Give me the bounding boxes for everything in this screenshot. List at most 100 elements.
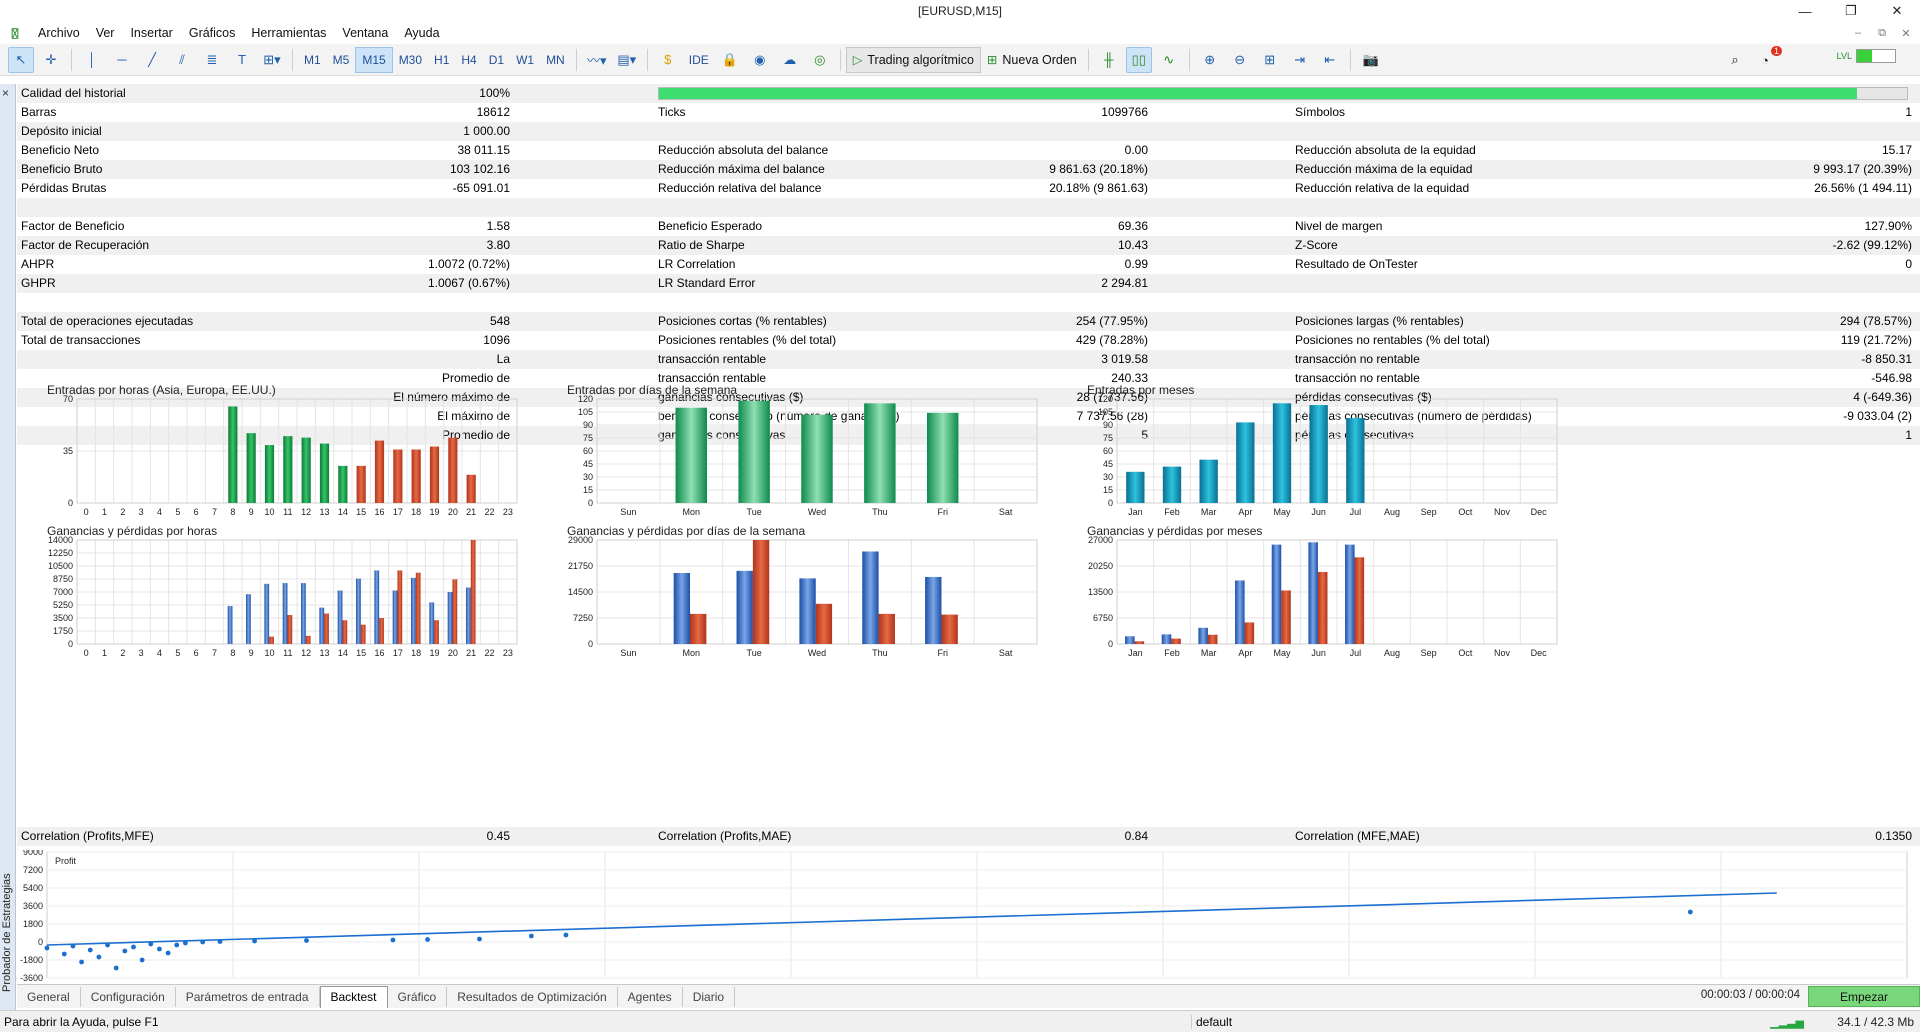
chart-bar [1346, 418, 1365, 503]
menu-graficos[interactable]: Gráficos [188, 26, 236, 40]
row-label: Beneficio Bruto [21, 162, 103, 176]
x-tick-label: 9 [249, 507, 254, 517]
tab-grafico[interactable]: Gráfico [388, 986, 448, 1007]
menu-herramientas[interactable]: Herramientas [251, 26, 327, 40]
tab-configuracion[interactable]: Configuración [81, 986, 176, 1007]
line-chart-icon[interactable]: ∿ [1163, 51, 1175, 67]
timeframe-w1[interactable]: W1 [516, 52, 535, 67]
shapes-icon[interactable]: ⊞▾ [263, 51, 281, 67]
zoom-in-icon[interactable]: ⊕ [1204, 51, 1216, 67]
chart-bar [941, 614, 958, 644]
search-icon[interactable]: ⌕ [1731, 52, 1739, 67]
text-icon[interactable]: T [238, 52, 246, 67]
x-tick-label: Dec [1531, 648, 1548, 658]
scatter-point [79, 959, 84, 965]
report-row: AHPR 1.0072 (0.72%) LR Correlation 0.99 Resu… [17, 255, 1920, 274]
chart-shift-icon[interactable]: ⇤ [1324, 51, 1336, 67]
menu-ayuda[interactable]: Ayuda [404, 26, 440, 40]
chart-bar [246, 433, 256, 503]
memory-usage: 34.1 / 42.3 Mb [1837, 1015, 1914, 1029]
zoom-out-icon[interactable]: ⊖ [1234, 51, 1246, 67]
row-label: Posiciones no rentables (% del total) [1295, 333, 1490, 347]
chart-bar [466, 587, 471, 644]
tab-parametros[interactable]: Parámetros de entrada [176, 986, 320, 1007]
market-icon[interactable]: 🔒 [721, 51, 738, 67]
x-tick-label: 12 [301, 507, 311, 517]
y-tick-label: 6750 [1093, 613, 1113, 623]
row-value: 9 993.17 (20.39%) [1813, 162, 1912, 176]
bar-chart-icon[interactable]: ╫ [1104, 52, 1114, 67]
restore-button[interactable]: ❐ [1845, 3, 1857, 18]
algo-trading-button[interactable]: ▷ Trading algorítmico [845, 46, 981, 73]
y-tick-label: 105 [578, 407, 593, 417]
menu-insertar[interactable]: Insertar [130, 26, 173, 40]
cloud-icon[interactable]: ☁ [783, 51, 797, 67]
scatter-point [105, 942, 110, 948]
indicators-icon[interactable]: 〰▾ [586, 53, 607, 68]
timeframe-m5[interactable]: M5 [332, 52, 350, 67]
timeframe-m1[interactable]: M1 [304, 52, 321, 67]
tab-general[interactable]: General [17, 986, 81, 1007]
new-order-button[interactable]: ⊞ Nueva Orden [981, 47, 1083, 73]
vertical-line-icon[interactable]: │ [87, 52, 97, 67]
row-value: 3.80 [486, 238, 510, 252]
tab-backtest[interactable]: Backtest [319, 985, 388, 1008]
trend-line-icon[interactable]: ╱ [148, 51, 156, 67]
row-label: Ratio de Sharpe [658, 238, 745, 252]
radio-icon[interactable]: ◉ [754, 51, 766, 67]
minimize-button[interactable]: — [1798, 3, 1812, 19]
report-row: Calidad del historial 100% [17, 84, 1920, 103]
chart-bar [1317, 571, 1328, 644]
vps-icon[interactable]: ◎ [814, 51, 826, 67]
templates-icon[interactable]: ▤▾ [617, 51, 637, 67]
x-tick-label: Mon [683, 507, 701, 517]
timeframe-m30[interactable]: M30 [398, 52, 423, 67]
lvl-label: LVL [1836, 51, 1852, 61]
horizontal-line-icon[interactable]: ─ [117, 52, 127, 67]
crosshair-icon[interactable]: ✛ [45, 51, 57, 67]
ide-button[interactable]: IDE [688, 52, 709, 67]
chart-bar [319, 607, 325, 644]
x-tick-label: 9 [249, 648, 254, 658]
tab-diario[interactable]: Diario [683, 986, 736, 1007]
x-tick-label: 2 [120, 648, 125, 658]
cursor-icon[interactable]: ↖ [8, 46, 34, 73]
chart-bar [1309, 405, 1328, 503]
row-value: 3 019.58 [1101, 352, 1148, 366]
chart-bar [862, 551, 879, 644]
notifications-icon[interactable]: ◔ 1 [1752, 46, 1782, 73]
scatter-point [61, 951, 67, 957]
start-button[interactable]: Empezar [1808, 986, 1920, 1007]
timeframe-m15[interactable]: M15 [355, 46, 393, 73]
timeframe-d1[interactable]: D1 [488, 52, 505, 67]
timeframe-h1[interactable]: H1 [434, 52, 450, 67]
mdi-minimize-button[interactable]: – [1854, 27, 1862, 39]
pl-months-svg: 0 6750 13500 20250 27000 Jan Feb Mar Apr May Jun Ju… [1088, 535, 1558, 658]
channel-icon[interactable]: ⫽ [179, 51, 185, 67]
timeframe-mn[interactable]: MN [546, 52, 565, 67]
tab-optimizacion[interactable]: Resultados de Optimización [447, 986, 618, 1007]
chart-title: Ganancias y pérdidas por días de la sema… [567, 524, 806, 538]
menu-archivo[interactable]: Archivo [38, 26, 80, 40]
autoscroll-icon[interactable]: ⇥ [1294, 51, 1306, 67]
x-tick-label: Tue [747, 507, 762, 517]
menu-ventana[interactable]: Ventana [342, 26, 389, 40]
grid-icon[interactable]: ⊞ [1264, 51, 1276, 67]
close-panel-icon[interactable]: × [2, 86, 10, 100]
row-value: 1.0067 (0.67%) [427, 276, 510, 290]
candles-icon[interactable]: ▯▯ [1125, 46, 1152, 73]
signals-icon[interactable]: $ [664, 52, 672, 67]
mdi-restore-button[interactable]: ⧉ [1878, 26, 1886, 39]
report-row: Beneficio Bruto 103 102.16 Reducción máxim… [17, 160, 1920, 179]
mdi-close-button[interactable]: ✕ [1901, 27, 1911, 40]
screenshot-icon[interactable]: 📷 [1362, 51, 1379, 67]
x-tick-label: Sep [1421, 648, 1437, 658]
x-tick-label: 15 [356, 648, 366, 658]
menu-ver[interactable]: Ver [95, 26, 115, 40]
x-tick-label: Oct [1458, 507, 1473, 517]
tab-agentes[interactable]: Agentes [618, 986, 683, 1007]
fibonacci-icon[interactable]: ≣ [206, 51, 218, 67]
entries-weekdays-svg: 0 15 30 45 60 75 90 105 120 Sun Mon Tue Wed Thu Fri Sat [578, 394, 1038, 517]
timeframe-h4[interactable]: H4 [461, 52, 477, 67]
close-button[interactable]: ✕ [1891, 3, 1903, 18]
